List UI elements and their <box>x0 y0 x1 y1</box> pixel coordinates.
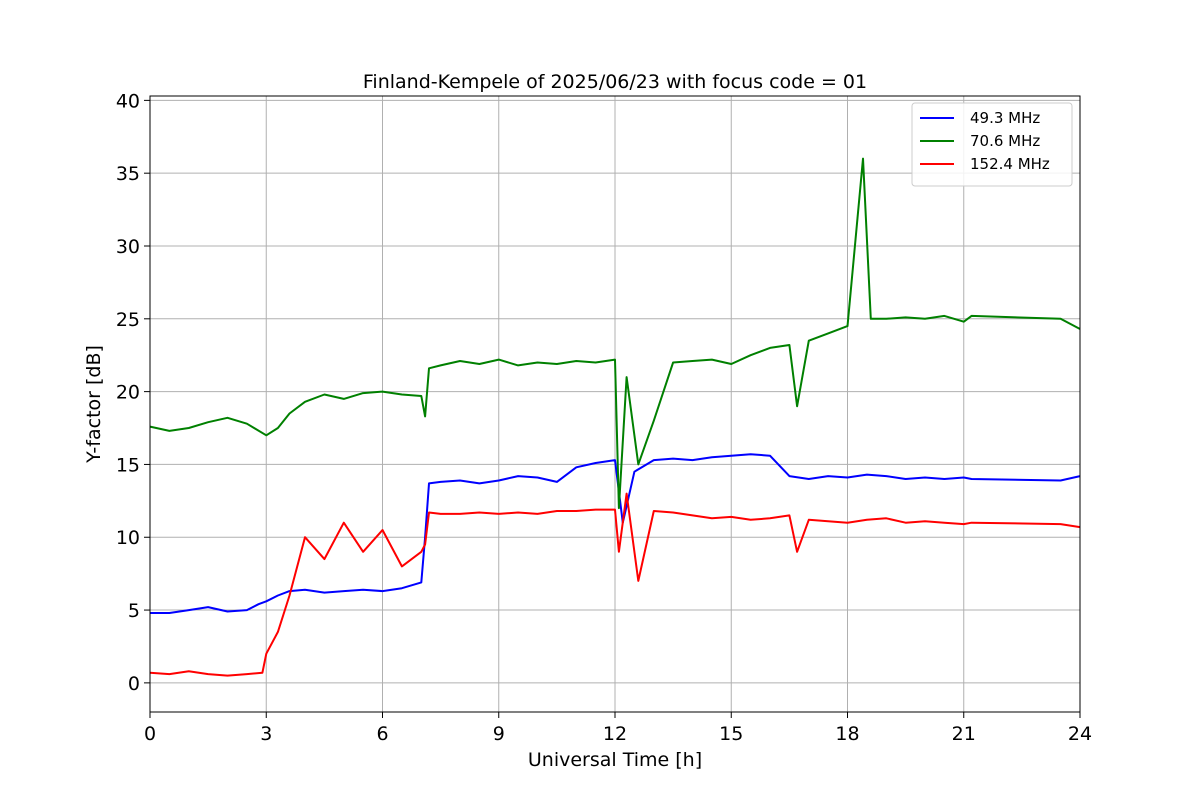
y-tick-label: 5 <box>128 600 140 622</box>
chart-title: Finland-Kempele of 2025/06/23 with focus… <box>363 71 867 93</box>
y-tick-label: 25 <box>116 309 140 331</box>
legend-label: 152.4 MHz <box>970 155 1050 173</box>
y-tick-label: 30 <box>116 236 140 258</box>
y-tick-label: 0 <box>128 673 140 695</box>
x-axis-title: Universal Time [h] <box>528 749 702 771</box>
x-tick-label: 0 <box>144 723 156 745</box>
y-axis: 0 5 10 15 20 25 30 35 40 <box>116 90 150 695</box>
legend-label: 49.3 MHz <box>970 109 1040 127</box>
x-tick-label: 21 <box>952 723 976 745</box>
x-tick-label: 6 <box>376 723 388 745</box>
x-tick-label: 3 <box>260 723 272 745</box>
legend-box <box>911 102 1073 187</box>
series-line-0 <box>150 453 1081 614</box>
x-tick-label: 24 <box>1068 723 1092 745</box>
y-axis-title: Y-factor [dB] <box>83 345 105 464</box>
legend-label: 70.6 MHz <box>970 132 1040 150</box>
series-line-2 <box>149 492 1081 677</box>
x-axis: 0 3 6 9 12 15 18 21 24 <box>144 712 1092 745</box>
y-tick-label: 40 <box>116 90 140 112</box>
y-tick-label: 35 <box>116 163 140 185</box>
x-tick-label: 18 <box>835 723 859 745</box>
y-tick-label: 15 <box>116 454 140 476</box>
x-tick-label: 12 <box>603 723 627 745</box>
y-tick-label: 10 <box>116 527 140 549</box>
legend: 49.3 MHz 70.6 MHz 152.4 MHz <box>911 102 1073 187</box>
series-line-1 <box>149 157 1081 510</box>
x-tick-label: 9 <box>493 723 505 745</box>
x-tick-label: 15 <box>719 723 743 745</box>
series-layer <box>149 157 1081 677</box>
y-tick-label: 20 <box>116 382 140 404</box>
